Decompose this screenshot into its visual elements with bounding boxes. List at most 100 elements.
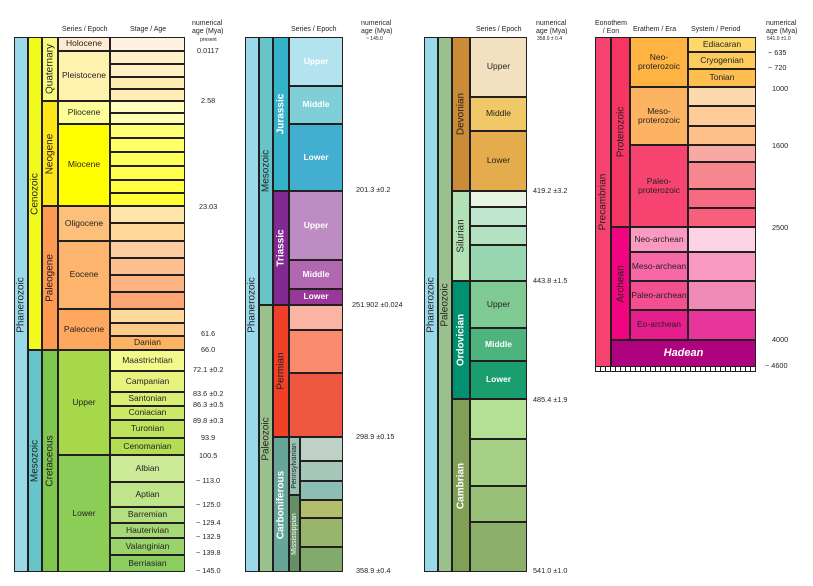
stage-hauterivian[interactable]: Hauterivian xyxy=(110,523,185,538)
stage-row[interactable] xyxy=(110,166,185,180)
period-tonian[interactable]: Tonian xyxy=(688,69,756,87)
epoch-paleocene[interactable]: Paleocene xyxy=(58,309,110,350)
stage-row[interactable] xyxy=(110,89,185,101)
epoch-pliocene[interactable]: Pliocene xyxy=(58,101,110,124)
period-ediacaran[interactable]: Ediacaran xyxy=(688,37,756,52)
stage-row[interactable] xyxy=(110,64,185,77)
era-mesoproterozoic[interactable]: Meso-proterozoic xyxy=(630,87,688,145)
epoch-pridoli[interactable] xyxy=(470,191,527,207)
epoch-upper-pennsylvanian[interactable] xyxy=(300,437,343,461)
period-orosirian[interactable] xyxy=(688,162,756,189)
stage-row[interactable] xyxy=(110,124,185,138)
stage-row[interactable] xyxy=(110,258,185,275)
epoch-upper-jurassic[interactable]: Upper xyxy=(289,37,343,86)
epoch-llandovery[interactable] xyxy=(470,245,527,281)
stage-aptian[interactable]: Aptian xyxy=(110,482,185,507)
epoch-upper-devonian[interactable]: Upper xyxy=(470,37,527,97)
period-devonian[interactable]: Devonian xyxy=(452,37,470,191)
stage-row[interactable] xyxy=(110,77,185,89)
epoch-lower-ordovician[interactable]: Lower xyxy=(470,361,527,399)
stage-row[interactable] xyxy=(110,101,185,113)
stage-row[interactable] xyxy=(110,180,185,193)
period-ordovician[interactable]: Ordovician xyxy=(452,281,470,399)
epoch-lower-jurassic[interactable]: Lower xyxy=(289,124,343,191)
period-quaternary[interactable]: Quaternary xyxy=(42,37,58,101)
epoch-lower-cretaceous[interactable]: Lower xyxy=(58,455,110,572)
stage-row[interactable] xyxy=(110,37,185,51)
period-carboniferous[interactable]: Carboniferous xyxy=(273,437,289,572)
period-ectasian[interactable] xyxy=(688,106,756,126)
epoch-lower-triassic[interactable]: Lower xyxy=(289,289,343,305)
epoch-eocene[interactable]: Eocene xyxy=(58,241,110,309)
stage-row[interactable] xyxy=(110,193,185,206)
era-neoproterozoic[interactable]: Neo-proterozoic xyxy=(630,37,688,87)
era-paleoproterozoic[interactable]: Paleo-proterozoic xyxy=(630,145,688,227)
eon-proterozoic[interactable]: Proterozoic xyxy=(611,37,630,227)
epoch-series-2[interactable] xyxy=(470,486,527,522)
period-jurassic[interactable]: Jurassic xyxy=(273,37,289,191)
epoch-guadalupian[interactable] xyxy=(289,330,343,373)
stage-maastrichtian[interactable]: Maastrichtian xyxy=(110,350,185,371)
period-neoarchean[interactable] xyxy=(688,227,756,252)
stage-row[interactable] xyxy=(110,309,185,323)
stage-danian[interactable]: Danian xyxy=(110,336,185,350)
stage-turonian[interactable]: Turonian xyxy=(110,420,185,438)
era-paleozoic[interactable]: Paleozoic xyxy=(438,37,452,572)
period-siderian[interactable] xyxy=(688,208,756,227)
epoch-miocene[interactable]: Miocene xyxy=(58,124,110,206)
epoch-upper-ordovician[interactable]: Upper xyxy=(470,281,527,328)
stage-albian[interactable]: Albian xyxy=(110,455,185,482)
stage-coniacian[interactable]: Coniacian xyxy=(110,406,185,420)
subperiod-pennsylvanian[interactable]: Pennsylvanian xyxy=(289,437,300,495)
period-statherian[interactable] xyxy=(688,145,756,162)
eon-phanerozoic[interactable]: Phanerozoic xyxy=(245,37,259,572)
eon-phanerozoic[interactable]: Phanerozoic xyxy=(14,37,28,572)
stage-berriasian[interactable]: Berriasian xyxy=(110,555,185,572)
period-neogene[interactable]: Neogene xyxy=(42,101,58,206)
stage-valanginian[interactable]: Valanginian xyxy=(110,538,185,555)
epoch-cisuralian[interactable] xyxy=(289,373,343,437)
stage-cenomanian[interactable]: Cenomanian xyxy=(110,438,185,455)
stage-campanian[interactable]: Campanian xyxy=(110,371,185,392)
stage-santonian[interactable]: Santonian xyxy=(110,392,185,406)
stage-row[interactable] xyxy=(110,113,185,124)
stage-row[interactable] xyxy=(110,152,185,166)
era-neoarchean[interactable]: Neo-archean xyxy=(630,227,688,252)
period-paleogene[interactable]: Paleogene xyxy=(42,206,58,350)
epoch-middle-triassic[interactable]: Middle xyxy=(289,260,343,289)
epoch-lower-pennsylvanian[interactable] xyxy=(300,481,343,500)
stage-row[interactable] xyxy=(110,241,185,258)
eon-archean[interactable]: Archean xyxy=(611,227,630,340)
period-rhyacian[interactable] xyxy=(688,189,756,208)
epoch-lower-devonian[interactable]: Lower xyxy=(470,131,527,191)
supereon-precambrian[interactable]: Precambrian xyxy=(595,37,611,367)
stage-row[interactable] xyxy=(110,292,185,309)
era-mesoarchean[interactable]: Meso-archean xyxy=(630,252,688,281)
period-mesoarchean[interactable] xyxy=(688,252,756,281)
epoch-upper-mississippian[interactable] xyxy=(300,500,343,518)
epoch-upper-cretaceous[interactable]: Upper xyxy=(58,350,110,455)
period-cretaceous[interactable]: Cretaceous xyxy=(42,350,58,572)
subperiod-mississippian[interactable]: Mississippian xyxy=(289,495,300,572)
era-eoarchean[interactable]: Eo-archean xyxy=(630,310,688,340)
stage-row[interactable] xyxy=(110,275,185,292)
epoch-wenlock[interactable] xyxy=(470,226,527,245)
period-cambrian[interactable]: Cambrian xyxy=(452,399,470,572)
period-calymmian[interactable] xyxy=(688,126,756,145)
epoch-middle-ordovician[interactable]: Middle xyxy=(470,328,527,361)
eon-phanerozoic[interactable]: Phanerozoic xyxy=(424,37,438,572)
epoch-furongian[interactable] xyxy=(470,399,527,439)
period-triassic[interactable]: Triassic xyxy=(273,191,289,305)
epoch-lopingian[interactable] xyxy=(289,305,343,330)
era-cenozoic[interactable]: Cenozoic xyxy=(28,37,42,350)
period-paleoarchean[interactable] xyxy=(688,281,756,310)
era-mesozoic[interactable]: Mesozoic xyxy=(259,37,273,305)
epoch-miaolingian[interactable] xyxy=(470,439,527,486)
epoch-middle-devonian[interactable]: Middle xyxy=(470,97,527,131)
epoch-middle-jurassic[interactable]: Middle xyxy=(289,86,343,124)
period-eoarchean[interactable] xyxy=(688,310,756,340)
epoch-pleistocene[interactable]: Pleistocene xyxy=(58,51,110,101)
stage-row[interactable] xyxy=(110,138,185,152)
stage-row[interactable] xyxy=(110,323,185,336)
epoch-holocene[interactable]: Holocene xyxy=(58,37,110,51)
